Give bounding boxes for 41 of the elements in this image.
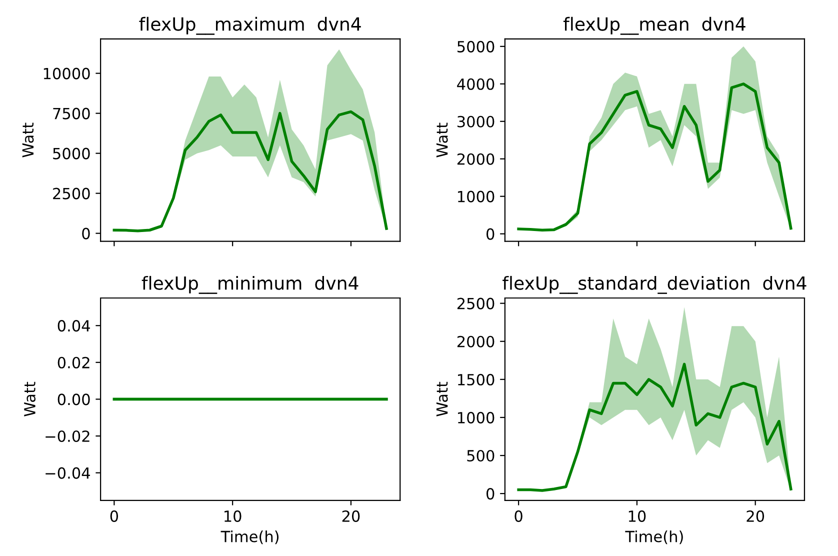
x-tick-label: 20 bbox=[746, 510, 764, 522]
y-tick-label: 3000 bbox=[458, 116, 494, 128]
y-axis-title: Watt bbox=[436, 382, 448, 416]
y-tick-label: 0.00 bbox=[58, 394, 90, 406]
y-tick-label: 2500 bbox=[457, 298, 494, 310]
y-tick-label: 2500 bbox=[53, 188, 90, 200]
y-tick-label: −0.02 bbox=[46, 430, 90, 442]
y-tick-label: 0.02 bbox=[58, 356, 90, 368]
y-tick-label: 1000 bbox=[458, 412, 494, 424]
y-axis-title: Watt bbox=[436, 122, 448, 158]
chart-title: flexUp__minimum dvn4 bbox=[142, 276, 358, 294]
y-tick-label: 10000 bbox=[44, 68, 90, 80]
x-tick-label: 10 bbox=[628, 510, 646, 522]
y-tick-label: 0 bbox=[486, 488, 494, 500]
y-tick-label: 2000 bbox=[457, 336, 494, 348]
chart-title: flexUp__maximum dvn4 bbox=[139, 16, 361, 35]
y-tick-label: 4000 bbox=[457, 78, 494, 90]
x-tick-label: 0 bbox=[514, 510, 522, 522]
y-tick-label: 0 bbox=[82, 228, 90, 240]
y-tick-label: 5000 bbox=[458, 40, 494, 52]
y-tick-label: 7500 bbox=[53, 108, 90, 120]
y-axis-title: Watt bbox=[22, 122, 34, 158]
x-axis-title: Time(h) bbox=[220, 530, 279, 544]
y-tick-label: −0.04 bbox=[46, 467, 90, 479]
line-series bbox=[112, 110, 388, 232]
y-tick-label: 500 bbox=[467, 450, 494, 462]
chart-title: flexUp__mean dvn4 bbox=[563, 16, 746, 35]
y-tick-label: 0.04 bbox=[58, 320, 90, 332]
x-tick-label: 0 bbox=[110, 510, 118, 522]
y-tick-label: 2000 bbox=[457, 153, 494, 165]
chart-title: flexUp__standard_deviation dvn4 bbox=[502, 276, 806, 294]
line-series bbox=[517, 362, 792, 492]
y-tick-label: 1000 bbox=[458, 190, 494, 202]
x-axis-title: Time(h) bbox=[625, 530, 683, 544]
line-series bbox=[517, 82, 792, 232]
y-tick-label: 1500 bbox=[458, 374, 494, 386]
y-axis-title: Watt bbox=[24, 382, 36, 416]
y-tick-label: 5000 bbox=[53, 148, 90, 160]
x-tick-label: 10 bbox=[224, 510, 242, 522]
x-tick-label: 20 bbox=[342, 510, 360, 522]
y-tick-label: 0 bbox=[486, 228, 494, 240]
